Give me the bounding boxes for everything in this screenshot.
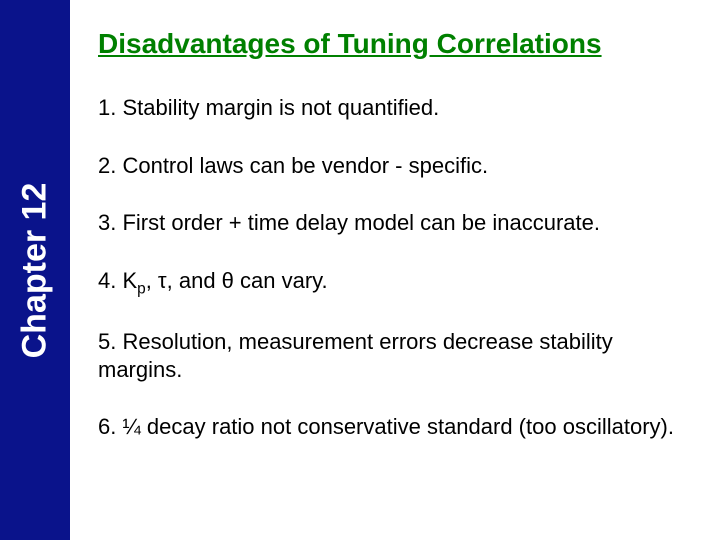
list-item: 4. Kp, τ, and θ can vary.: [98, 267, 690, 299]
chapter-label: Chapter 12: [16, 182, 55, 358]
slide-content: Disadvantages of Tuning Correlations 1. …: [70, 0, 720, 540]
list-item: 6. ¼ decay ratio not conservative standa…: [98, 413, 690, 441]
list-item: 1. Stability margin is not quantified.: [98, 94, 690, 122]
list-item: 5. Resolution, measurement errors decrea…: [98, 328, 690, 383]
chapter-sidebar: Chapter 12: [0, 0, 70, 540]
list-item: 3. First order + time delay model can be…: [98, 209, 690, 237]
list-item: 2. Control laws can be vendor - specific…: [98, 152, 690, 180]
slide-title: Disadvantages of Tuning Correlations: [98, 28, 690, 60]
